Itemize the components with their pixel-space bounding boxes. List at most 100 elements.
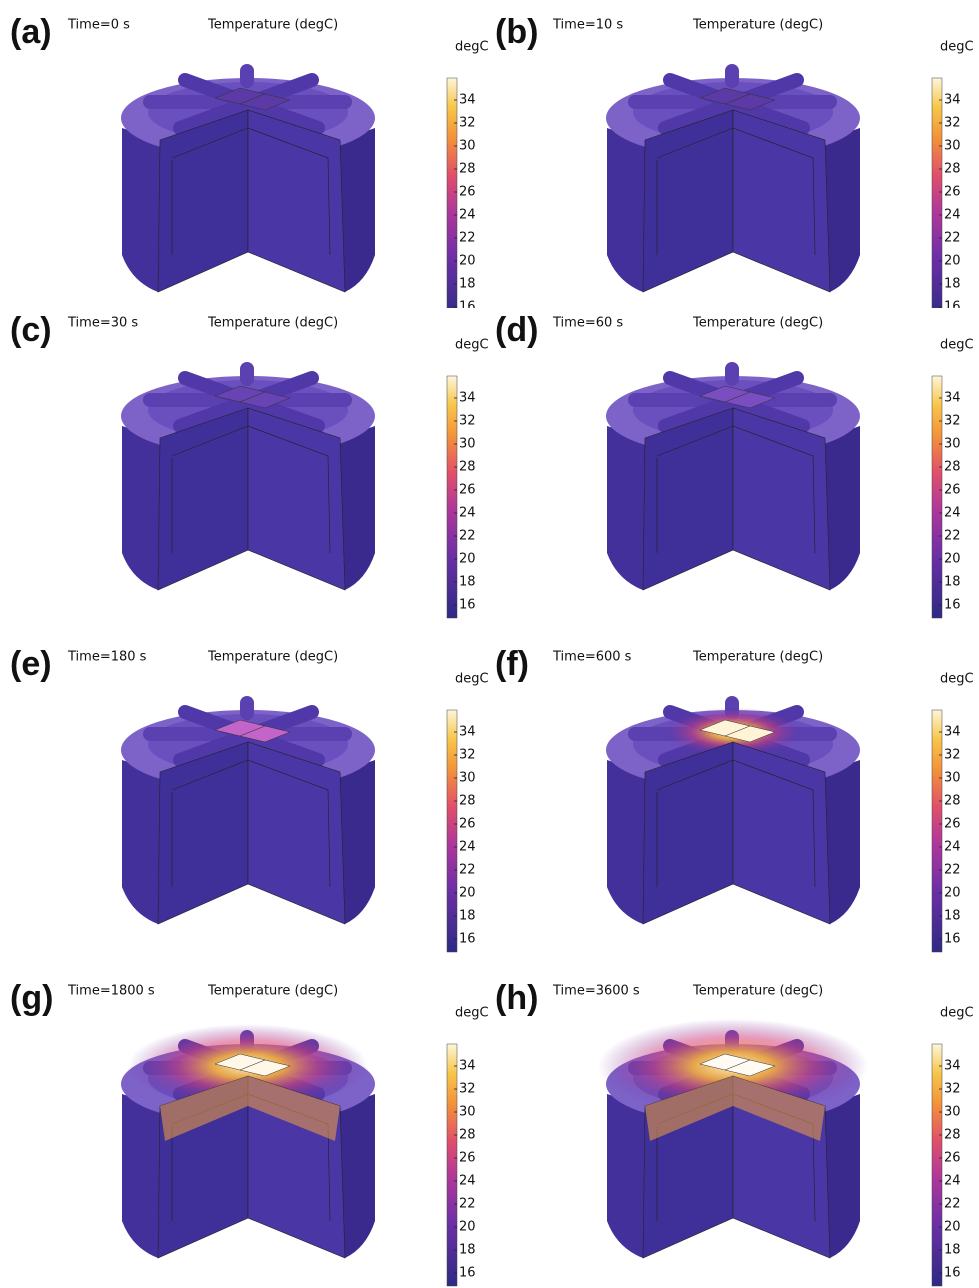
colorbar-tick-label: 16 [944, 1266, 961, 1281]
post [725, 362, 739, 386]
time-label: Time=600 s [552, 650, 632, 665]
colorbar-tick-label: 18 [459, 277, 476, 292]
panel-label: (g) [10, 979, 53, 1017]
colorbar-tick-label: 34 [944, 93, 961, 108]
colorbar-tick-label: 30 [944, 437, 961, 452]
plot-title: Temperature (degC) [692, 650, 823, 665]
colorbar-tick-label: 18 [944, 277, 961, 292]
panel-label: (d) [495, 311, 538, 349]
time-label: Time=30 s [67, 316, 138, 331]
cut-face-left [158, 110, 248, 292]
post [240, 362, 254, 386]
colorbar-tick-label: 18 [944, 909, 961, 924]
colorbar-tick-label: 34 [459, 391, 476, 406]
panel-label: (f) [495, 645, 529, 683]
colorbar-tick-label: 28 [944, 460, 961, 475]
outer-body [340, 760, 375, 924]
plot-title: Temperature (degC) [207, 316, 338, 331]
temperature-render [606, 362, 860, 590]
colorbar-tick-label: 16 [459, 598, 476, 613]
colorbar-tick-label: 20 [944, 254, 961, 269]
colorbar-tick-label: 30 [459, 771, 476, 786]
post [240, 696, 254, 720]
panel-label: (h) [495, 979, 538, 1017]
plot-title: Temperature (degC) [692, 316, 823, 331]
outer-body [122, 426, 160, 590]
temperature-render [121, 1024, 375, 1258]
colorbar-tick-label: 34 [459, 725, 476, 740]
cut-face-left [158, 742, 248, 924]
colorbar-tick-label: 24 [944, 840, 961, 855]
outer-body [607, 426, 645, 590]
colorbar-tick-label: 16 [459, 932, 476, 947]
colorbar-unit: degC [455, 40, 489, 55]
outer-body [340, 426, 375, 590]
colorbar-unit: degC [940, 672, 974, 687]
outer-body [825, 426, 860, 590]
colorbar-tick-label: 22 [944, 863, 961, 878]
colorbar-tick-label: 30 [944, 139, 961, 154]
colorbar-tick-label: 28 [459, 162, 476, 177]
colorbar-tick-label: 20 [944, 1220, 961, 1235]
colorbar-tick-label: 28 [459, 1128, 476, 1143]
colorbar-tick-label: 32 [944, 1082, 961, 1097]
colorbar-tick-label: 18 [944, 1243, 961, 1258]
colorbar-tick-label: 16 [944, 932, 961, 947]
outer-body [825, 760, 860, 924]
colorbar-unit: degC [940, 40, 974, 55]
colorbar-tick-label: 32 [459, 748, 476, 763]
outer-body [340, 1094, 375, 1258]
cut-face-left [158, 408, 248, 590]
colorbar-unit: degC [455, 1006, 489, 1021]
outer-body [122, 1094, 160, 1258]
colorbar-tick-label: 34 [459, 1059, 476, 1074]
colorbar-tick-label: 22 [459, 231, 476, 246]
cut-face-left [643, 742, 733, 924]
time-label: Time=10 s [552, 18, 623, 33]
panel-label: (c) [10, 311, 52, 349]
colorbar-tick-label: 34 [459, 93, 476, 108]
outer-body [122, 760, 160, 924]
colorbar-tick-label: 18 [459, 575, 476, 590]
colorbar-tick-label: 20 [459, 886, 476, 901]
colorbar-tick-label: 28 [944, 162, 961, 177]
colorbar-tick-label: 32 [459, 1082, 476, 1097]
colorbar-tick-label: 24 [944, 506, 961, 521]
colorbar-tick-label: 34 [944, 1059, 961, 1074]
panel-label: (a) [10, 13, 52, 51]
colorbar-tick-label: 26 [459, 1151, 476, 1166]
colorbar-unit: degC [455, 672, 489, 687]
time-label: Time=1800 s [67, 984, 155, 999]
plot-title: Temperature (degC) [207, 18, 338, 33]
panel: (e)Time=180 sTemperature (degC)degC34323… [10, 645, 489, 952]
colorbar-tick-label: 18 [459, 1243, 476, 1258]
colorbar-tick-label: 28 [944, 794, 961, 809]
colorbar-tick-label: 30 [459, 1105, 476, 1120]
colorbar-tick-label: 32 [459, 414, 476, 429]
plot-title: Temperature (degC) [207, 650, 338, 665]
colorbar-tick-label: 24 [459, 506, 476, 521]
colorbar-tick-label: 30 [459, 139, 476, 154]
colorbar-tick-label: 34 [944, 391, 961, 406]
colorbar-tick-label: 30 [944, 1105, 961, 1120]
colorbar-tick-label: 16 [459, 300, 476, 315]
cut-face-right [248, 110, 345, 292]
colorbar-tick-label: 16 [944, 598, 961, 613]
colorbar-tick-label: 26 [459, 817, 476, 832]
temperature-render [121, 64, 375, 292]
panel: (c)Time=30 sTemperature (degC)degC343230… [10, 311, 489, 618]
colorbar-tick-label: 22 [459, 1197, 476, 1212]
outer-body [607, 760, 645, 924]
temperature-render [598, 1019, 868, 1258]
cut-face-left [643, 110, 733, 292]
colorbar-tick-label: 22 [459, 529, 476, 544]
colorbar-tick-label: 26 [459, 483, 476, 498]
colorbar-tick-label: 26 [944, 185, 961, 200]
colorbar-tick-label: 20 [459, 1220, 476, 1235]
colorbar-tick-label: 32 [459, 116, 476, 131]
cut-face-left [643, 408, 733, 590]
